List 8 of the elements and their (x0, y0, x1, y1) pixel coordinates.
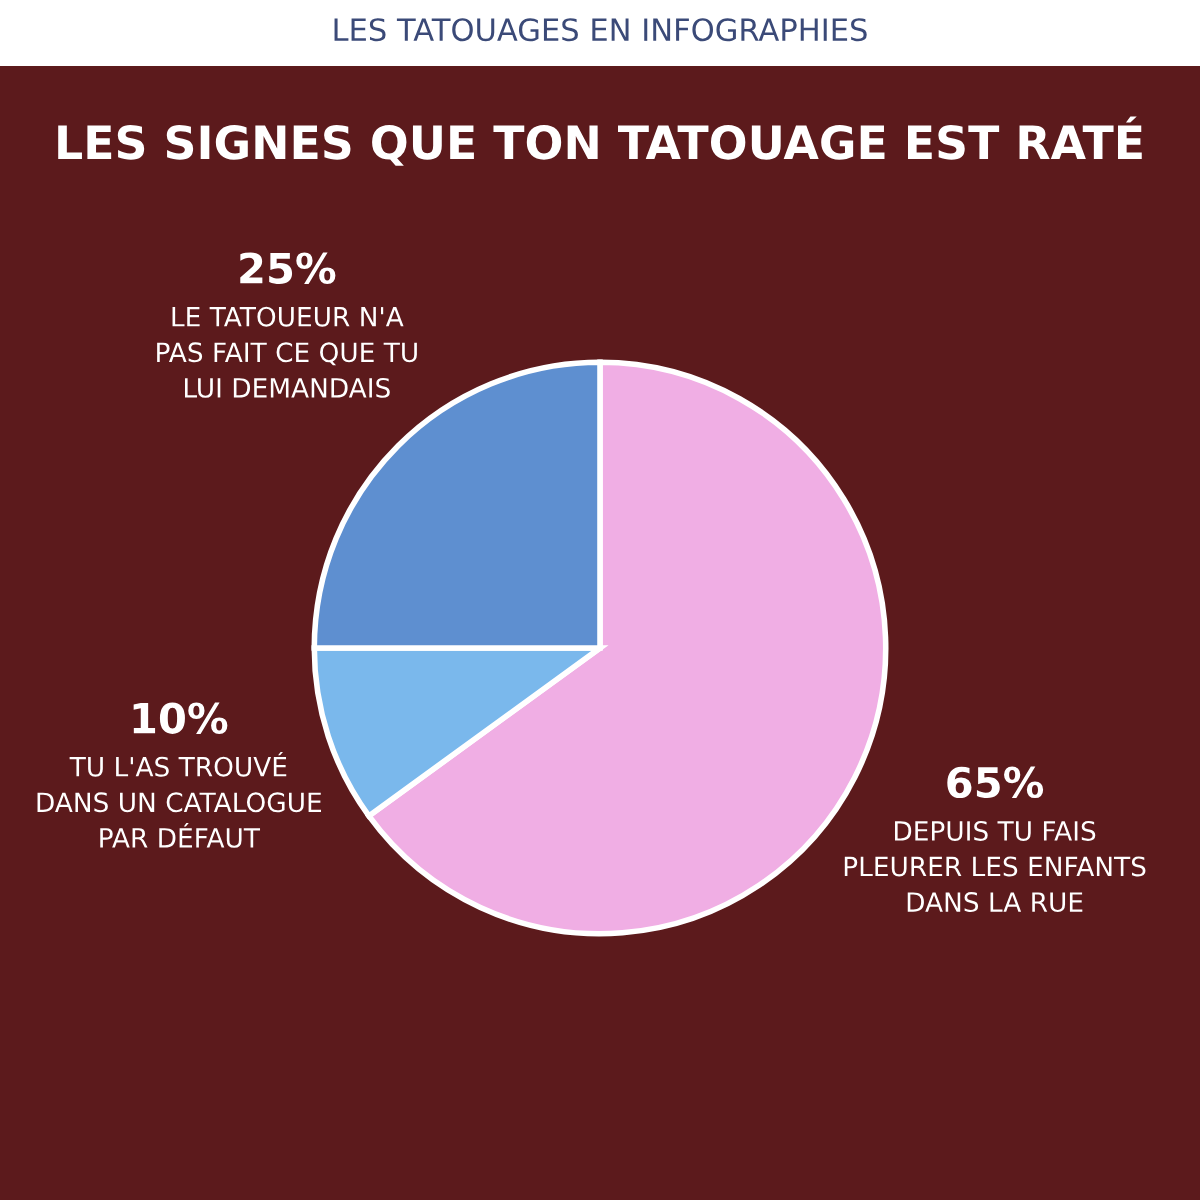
data-label: 10% (133, 702, 228, 734)
data-label: 25% (240, 252, 336, 284)
chart-subtitle: LES TATOUAGES EN INFOGRAPHIES (334, 18, 867, 42)
slice-label: TU L'AS TROUVÉ DANS UN CATALOGUE PAR DÉFAUT (37, 751, 321, 848)
slice-label: DEPUIS TU FAIS PLEURER LES ENFANTS DANS LA RUE (844, 820, 1146, 913)
data-label: 65% (947, 766, 1044, 799)
chart-title: LES SIGNES QUE TON TATOUAGE EST RATÉ (58, 116, 1142, 166)
slice-label: LE TATOUEUR N'A PAS FAIT CE QUE TU LUI DEMANDAIS (157, 306, 417, 398)
